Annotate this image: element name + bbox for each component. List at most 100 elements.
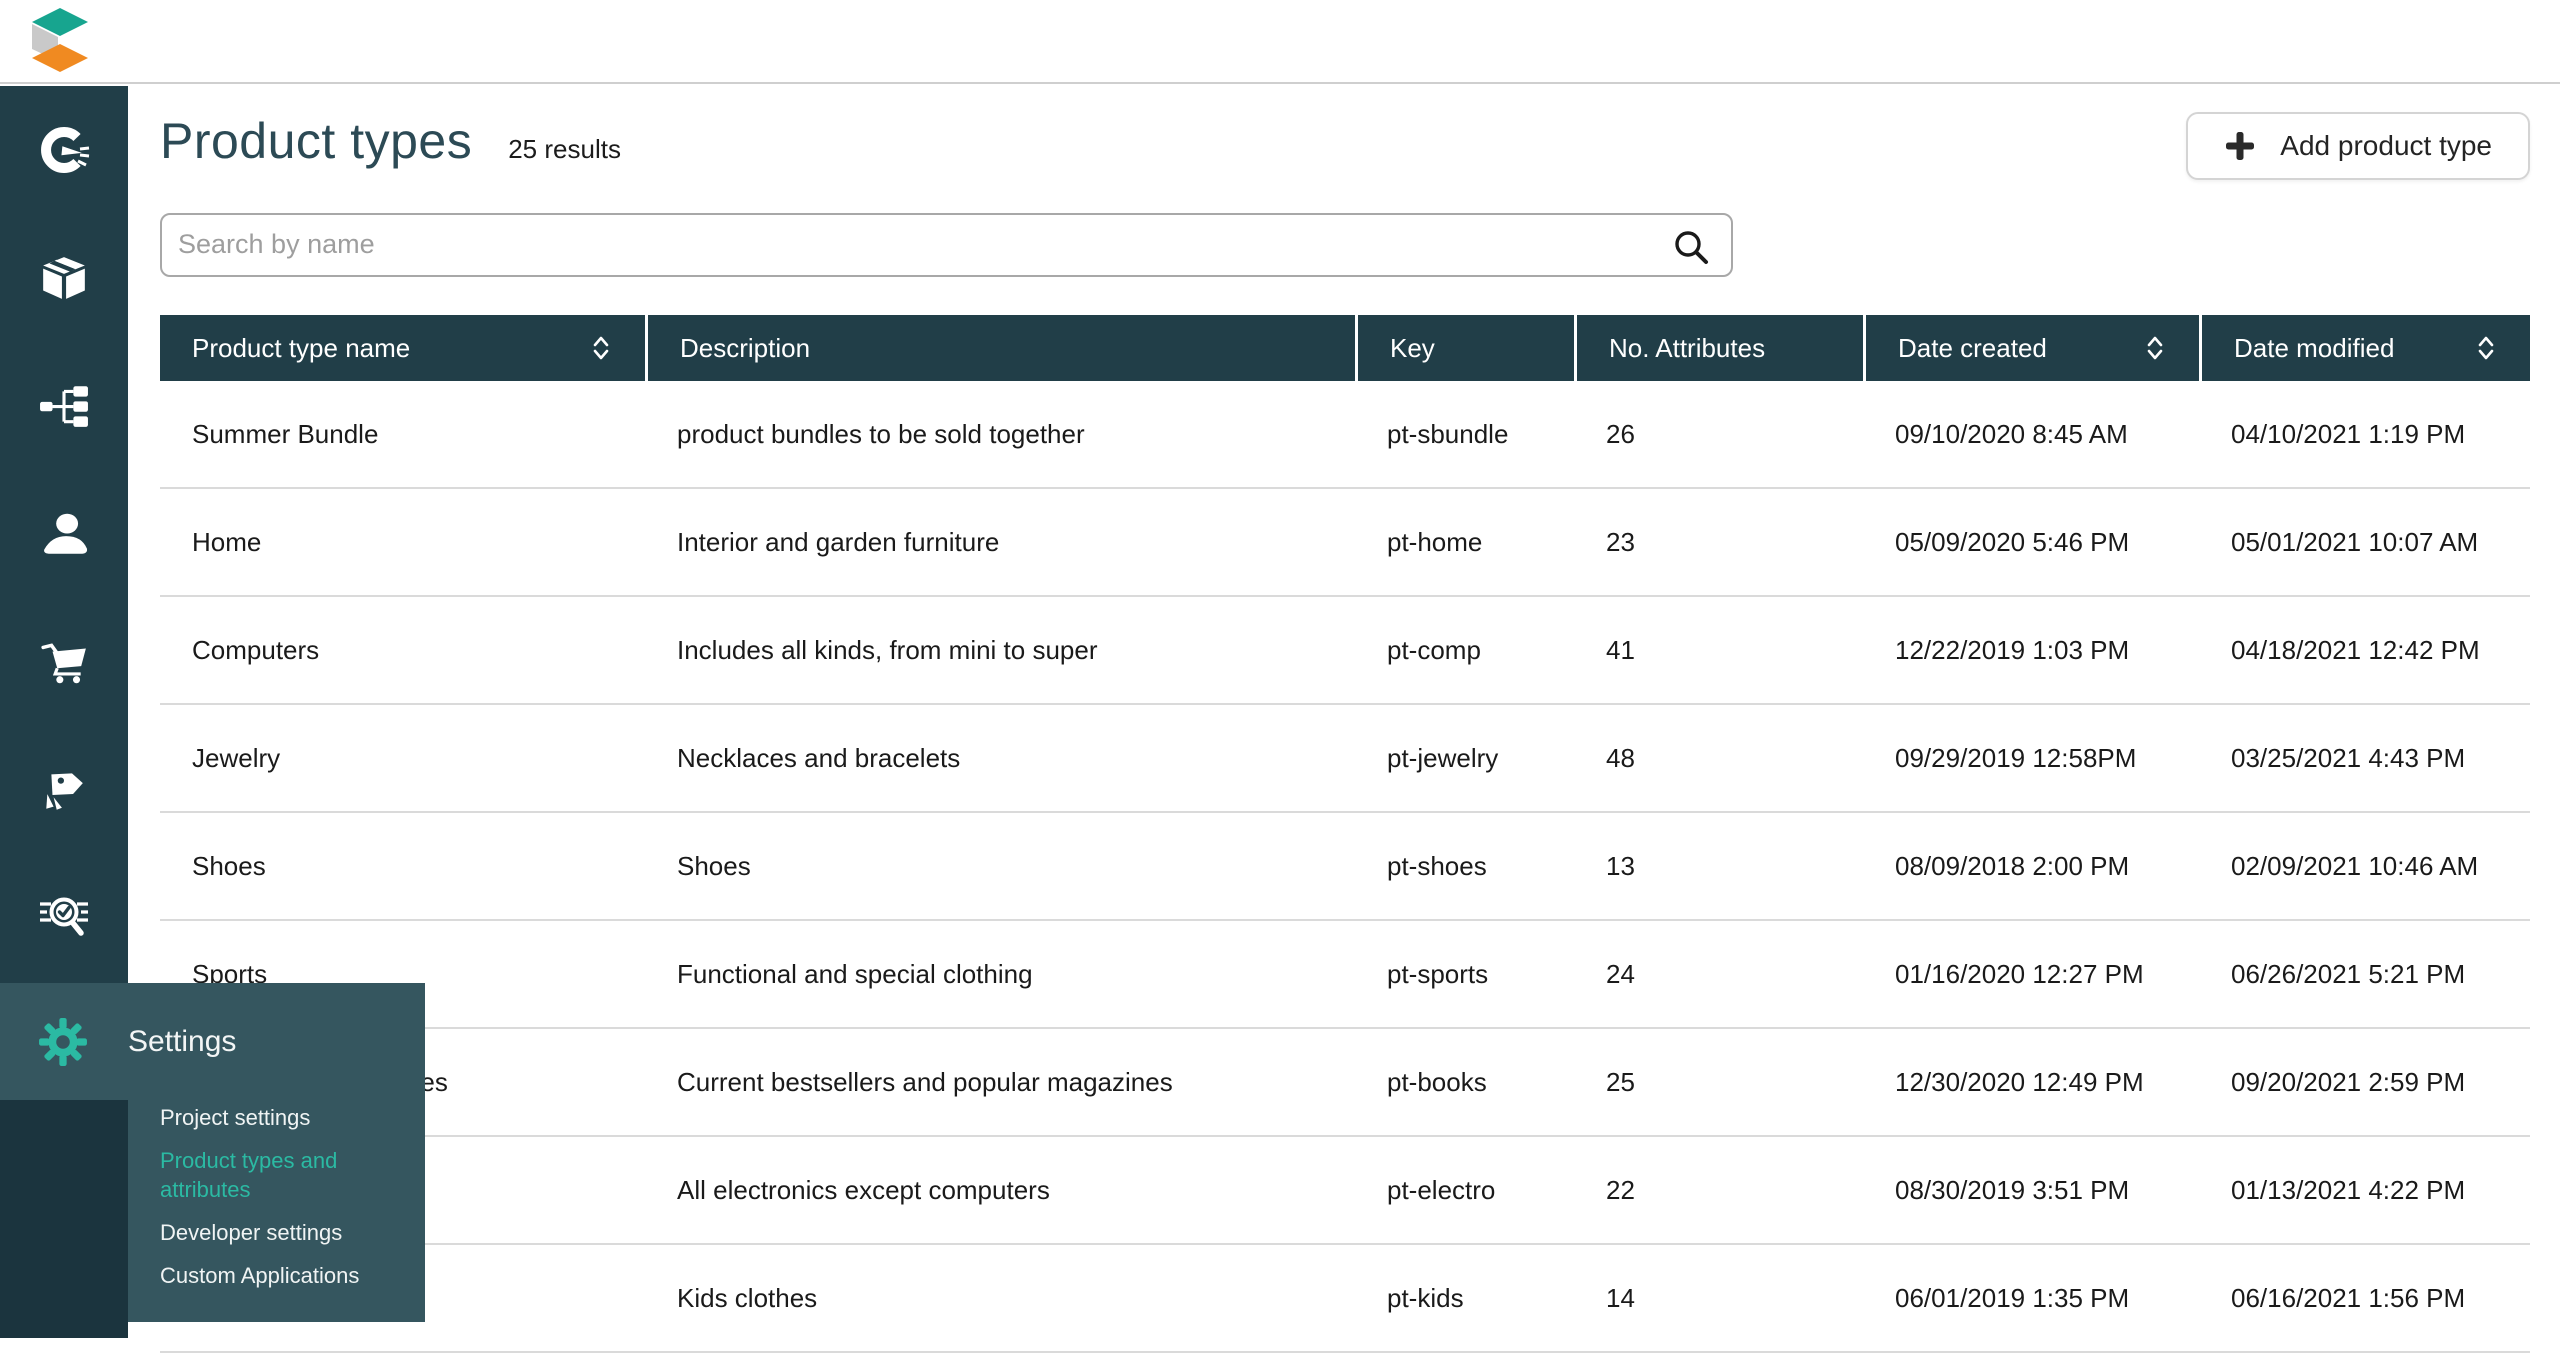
cell-date-created: 12/22/2019 1:03 PM bbox=[1895, 634, 2130, 665]
table-row[interactable]: Summer Bundle product bundles to be sold … bbox=[160, 381, 2530, 489]
cell-description: Functional and special clothing bbox=[677, 958, 1033, 989]
top-bar bbox=[0, 0, 2560, 84]
gear-icon bbox=[39, 1017, 87, 1066]
sidebar-item-settings[interactable]: Settings bbox=[0, 983, 425, 1100]
results-count: 25 results bbox=[508, 134, 621, 164]
commercetools-logo-icon[interactable] bbox=[32, 8, 88, 72]
cell-no-attributes: 23 bbox=[1606, 526, 1635, 557]
orders-cart-icon bbox=[41, 643, 86, 684]
cell-key: pt-sbundle bbox=[1387, 418, 1509, 449]
page-header: Product types 25 results bbox=[160, 112, 621, 170]
cell-date-created: 01/16/2020 12:27 PM bbox=[1895, 958, 2144, 989]
sort-icon bbox=[2478, 336, 2494, 360]
page-title: Product types bbox=[160, 113, 473, 169]
cell-no-attributes: 14 bbox=[1606, 1282, 1635, 1313]
cell-key: pt-kids bbox=[1387, 1282, 1464, 1313]
cell-date-created: 09/10/2020 8:45 AM bbox=[1895, 418, 2128, 449]
sidebar-item-customers[interactable] bbox=[0, 470, 128, 598]
search-input[interactable] bbox=[178, 215, 1658, 273]
sidebar-item-products[interactable] bbox=[0, 214, 128, 342]
audit-search-check-icon bbox=[40, 897, 88, 936]
cell-no-attributes: 24 bbox=[1606, 958, 1635, 989]
cell-key: pt-electro bbox=[1387, 1174, 1496, 1205]
products-box-icon bbox=[43, 257, 85, 299]
table-row[interactable]: Sports Functional and special clothing pt-… bbox=[160, 921, 2530, 1029]
add-product-type-button[interactable]: Add product type bbox=[2186, 112, 2530, 180]
column-header-no-attributes[interactable]: No. Attributes bbox=[1574, 315, 1863, 381]
sort-icon bbox=[593, 336, 609, 360]
cell-key: pt-jewelry bbox=[1387, 742, 1499, 773]
settings-menu-item-custom-applications[interactable]: Custom Applications bbox=[160, 1263, 360, 1288]
search-bar bbox=[160, 213, 1733, 277]
cell-description: Kids clothes bbox=[677, 1282, 818, 1313]
table-row[interactable]: Jewelry Necklaces and bracelets pt-jewelry… bbox=[160, 705, 2530, 813]
settings-menu-item-product-types-and-attributes[interactable]: Product types and attributes bbox=[160, 1148, 338, 1202]
cell-date-modified: 02/09/2021 10:46 AM bbox=[2231, 850, 2479, 881]
cell-no-attributes: 26 bbox=[1606, 418, 1635, 449]
cell-description: Necklaces and bracelets bbox=[677, 742, 961, 773]
cell-date-created: 12/30/2020 12:49 PM bbox=[1895, 1066, 2144, 1097]
cell-description: All electronics except computers bbox=[677, 1174, 1050, 1205]
settings-label: Settings bbox=[128, 1024, 237, 1058]
cell-date-modified: 06/16/2021 1:56 PM bbox=[2231, 1282, 2466, 1313]
column-header-label: Key bbox=[1390, 332, 1435, 363]
settings-menu-item-developer-settings[interactable]: Developer settings bbox=[160, 1220, 343, 1245]
cell-date-created: 06/01/2019 1:35 PM bbox=[1895, 1282, 2130, 1313]
column-header-product-type-name[interactable]: Product type name bbox=[160, 315, 645, 381]
cell-product-type-name: Jewelry bbox=[192, 742, 281, 773]
cell-no-attributes: 13 bbox=[1606, 850, 1635, 881]
sidebar-item-dashboard[interactable] bbox=[0, 86, 128, 214]
table-row[interactable]: Home Interior and garden furniture pt-home… bbox=[160, 489, 2530, 597]
sidebar-item-categories[interactable] bbox=[0, 342, 128, 470]
sidebar-item-discounts[interactable] bbox=[0, 726, 128, 854]
cell-description: Current bestsellers and popular magazine… bbox=[677, 1066, 1173, 1097]
cell-date-modified: 04/10/2021 1:19 PM bbox=[2231, 418, 2466, 449]
column-header-label: Description bbox=[680, 332, 811, 363]
discounts-tags-icon bbox=[46, 773, 83, 810]
settings-flyout-menu: Project settings Product types and attrib… bbox=[128, 1100, 425, 1322]
cell-no-attributes: 25 bbox=[1606, 1066, 1635, 1097]
table-row[interactable]: Shoes Shoes pt-shoes 13 08/09/2018 2:00 PM 02… bbox=[160, 813, 2530, 921]
cell-key: pt-sports bbox=[1387, 958, 1489, 989]
table-row[interactable]: All electronics except computers pt-elect… bbox=[160, 1137, 2530, 1245]
add-button-label: Add product type bbox=[2280, 130, 2492, 161]
cell-date-modified: 06/26/2021 5:21 PM bbox=[2231, 958, 2466, 989]
settings-menu-item-project-settings[interactable]: Project settings bbox=[160, 1105, 311, 1130]
cell-key: pt-home bbox=[1387, 526, 1483, 557]
sidebar-item-audit[interactable] bbox=[0, 854, 128, 982]
column-header-date-modified[interactable]: Date modified bbox=[2199, 315, 2530, 381]
cell-product-type-name: Shoes bbox=[192, 850, 266, 881]
cell-product-type-name: Home bbox=[192, 526, 262, 557]
cell-no-attributes: 22 bbox=[1606, 1174, 1635, 1205]
cell-date-created: 05/09/2020 5:46 PM bbox=[1895, 526, 2130, 557]
cell-date-modified: 05/01/2021 10:07 AM bbox=[2231, 526, 2479, 557]
column-header-date-created[interactable]: Date created bbox=[1863, 315, 2199, 381]
table-row[interactable]: Books and magazinesCurrent bestsellers a… bbox=[160, 1029, 2530, 1137]
cell-key: pt-shoes bbox=[1387, 850, 1487, 881]
cell-date-modified: 01/13/2021 4:22 PM bbox=[2231, 1174, 2466, 1205]
plus-icon bbox=[2226, 132, 2255, 160]
sidebar-item-orders[interactable] bbox=[0, 598, 128, 726]
column-header-key[interactable]: Key bbox=[1355, 315, 1574, 381]
cell-date-modified: 09/20/2021 2:59 PM bbox=[2231, 1066, 2466, 1097]
cell-description: product bundles to be sold together bbox=[677, 418, 1085, 449]
cell-description: Interior and garden furniture bbox=[677, 526, 1000, 557]
column-header-description[interactable]: Description bbox=[645, 315, 1355, 381]
cell-date-created: 09/29/2019 12:58PM bbox=[1895, 742, 2137, 773]
column-header-label: Date created bbox=[1898, 332, 2047, 363]
cell-product-type-name: Summer Bundle bbox=[192, 418, 379, 449]
search-icon[interactable] bbox=[1671, 227, 1711, 267]
cell-product-type-name: Computers bbox=[192, 634, 320, 665]
sort-icon bbox=[2147, 336, 2163, 360]
sidebar-lower-strip bbox=[0, 1100, 128, 1338]
cell-key: pt-comp bbox=[1387, 634, 1481, 665]
cell-key: pt-books bbox=[1387, 1066, 1487, 1097]
table-row[interactable]: Kids clothes pt-kids 14 06/01/2019 1:35 PM 0… bbox=[160, 1245, 2530, 1353]
table-body: Summer Bundle product bundles to be sold … bbox=[160, 381, 2530, 1353]
cell-no-attributes: 48 bbox=[1606, 742, 1635, 773]
cell-description: Shoes bbox=[677, 850, 751, 881]
table-row[interactable]: Computers Includes all kinds, from mini t… bbox=[160, 597, 2530, 705]
dashboard-gauge-icon bbox=[41, 127, 90, 173]
column-header-label: Product type name bbox=[192, 332, 411, 363]
